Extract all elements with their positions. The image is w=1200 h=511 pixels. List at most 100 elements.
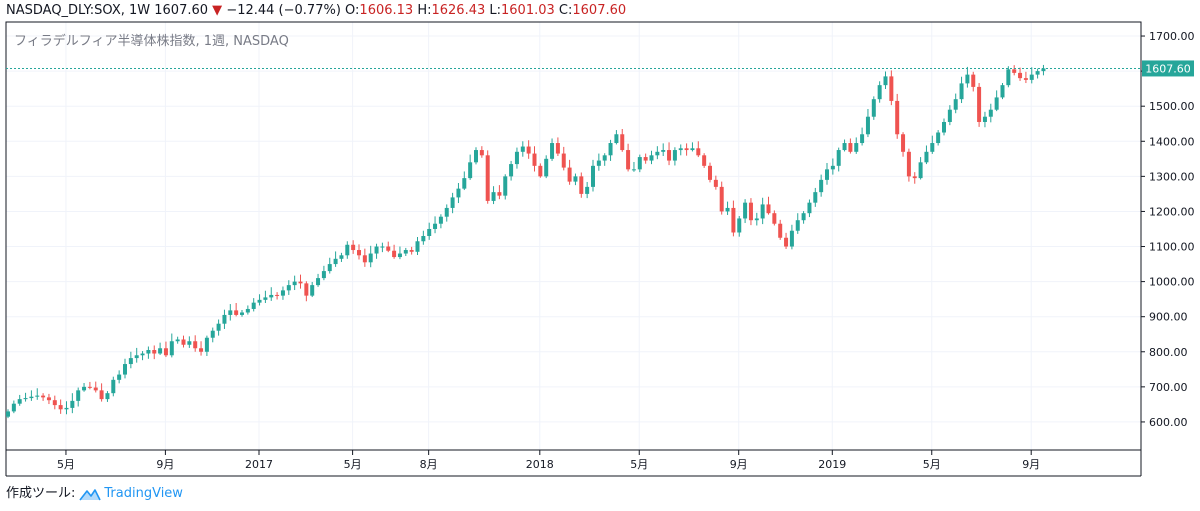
candle-body bbox=[965, 74, 970, 84]
candle-body bbox=[725, 207, 730, 212]
candle-body bbox=[795, 220, 800, 231]
candle-body bbox=[409, 250, 414, 252]
candle-body bbox=[719, 186, 724, 212]
plot-area-frame bbox=[5, 21, 1142, 451]
chart-title: フィラデルフィア半導体株指数, 1週, NASDAQ bbox=[14, 33, 289, 49]
candle-body bbox=[655, 151, 660, 156]
candle-body bbox=[637, 157, 642, 170]
tradingview-icon bbox=[79, 489, 102, 501]
candle-body bbox=[82, 386, 87, 391]
y-tick-label: 1000.00 bbox=[1149, 276, 1195, 289]
candle-body bbox=[169, 341, 174, 356]
candle-body bbox=[128, 358, 133, 365]
y-tick-label: 1200.00 bbox=[1149, 205, 1195, 218]
candle-body bbox=[924, 151, 929, 163]
candle-body bbox=[497, 192, 502, 196]
candle-body bbox=[842, 143, 847, 151]
high-value: 1626.43 bbox=[431, 3, 486, 18]
candle-body bbox=[550, 143, 555, 159]
candle-body bbox=[11, 403, 16, 412]
y-tick-label: 1400.00 bbox=[1149, 135, 1195, 148]
candle-body bbox=[1006, 69, 1011, 86]
candle-body bbox=[6, 411, 10, 417]
candles-layer bbox=[6, 64, 1046, 419]
candle-body bbox=[35, 395, 40, 397]
candle-body bbox=[877, 85, 882, 100]
candle-body bbox=[52, 400, 57, 406]
candle-body bbox=[503, 176, 508, 196]
candle-body bbox=[766, 204, 771, 214]
candle-body bbox=[825, 169, 829, 180]
candle-body bbox=[339, 255, 344, 259]
candle-body bbox=[1041, 68, 1046, 72]
candle-body bbox=[380, 246, 385, 248]
candle-body bbox=[210, 330, 215, 338]
candle-body bbox=[807, 202, 812, 214]
candle-body bbox=[836, 150, 841, 166]
symbol-name[interactable]: NASDAQ_DLY:SOX, 1W bbox=[6, 3, 151, 18]
candle-body bbox=[333, 258, 338, 265]
candle-body bbox=[918, 162, 923, 179]
candle-body bbox=[977, 86, 982, 122]
candle-body bbox=[947, 109, 952, 122]
candle-body bbox=[561, 153, 566, 168]
candle-body bbox=[994, 97, 999, 110]
candle-body bbox=[538, 165, 543, 177]
candle-body bbox=[684, 148, 689, 151]
candle-body bbox=[275, 294, 280, 296]
candle-body bbox=[614, 134, 619, 144]
candle-body bbox=[959, 83, 964, 100]
candle-body bbox=[608, 143, 613, 156]
time-axis[interactable]: 5月 9月 2017 5月 8月 2018 5月 9月 2019 5月 9月 bbox=[57, 450, 1040, 471]
x-tick-label: 5月 bbox=[630, 458, 648, 471]
candle-body bbox=[316, 278, 321, 286]
candle-body bbox=[988, 109, 993, 117]
candle-body bbox=[532, 153, 537, 166]
candle-body bbox=[971, 74, 976, 87]
candle-body bbox=[415, 241, 420, 252]
candle-body bbox=[304, 283, 309, 296]
candle-body bbox=[778, 223, 783, 238]
x-tick-label: 9月 bbox=[156, 458, 174, 471]
candle-body bbox=[883, 76, 888, 86]
candle-body bbox=[58, 405, 63, 410]
candle-body bbox=[596, 160, 601, 166]
candle-body bbox=[228, 310, 233, 315]
high-label: H: bbox=[417, 3, 432, 18]
candle-body bbox=[895, 100, 900, 135]
candle-body bbox=[544, 158, 549, 177]
candle-body bbox=[269, 294, 274, 298]
candle-body bbox=[579, 176, 584, 194]
candle-body bbox=[462, 178, 467, 189]
candle-body bbox=[514, 151, 519, 165]
candle-body bbox=[801, 213, 806, 221]
candle-body bbox=[263, 297, 268, 300]
candle-body bbox=[942, 121, 946, 133]
price-axis[interactable]: 600.00 700.00 800.00 900.00 1000.00 1100.00 12… bbox=[1141, 30, 1195, 429]
candle-body bbox=[257, 299, 262, 303]
tradingview-logo[interactable]: TradingView bbox=[79, 485, 183, 503]
x-tick-label: 5月 bbox=[923, 458, 941, 471]
candle-body bbox=[222, 314, 227, 324]
candle-body bbox=[403, 250, 408, 254]
y-tick-label: 1100.00 bbox=[1149, 241, 1195, 254]
candle-body bbox=[1018, 72, 1023, 79]
candle-body bbox=[204, 337, 209, 352]
candle-body bbox=[748, 202, 753, 221]
candle-body bbox=[140, 353, 145, 356]
candle-body bbox=[368, 253, 373, 263]
x-tick-label: 2018 bbox=[526, 458, 554, 471]
candle-body bbox=[789, 230, 794, 247]
down-arrow-icon: ▼ bbox=[212, 3, 223, 18]
candle-body bbox=[251, 302, 256, 309]
candle-body bbox=[134, 355, 139, 359]
candle-body bbox=[813, 192, 818, 203]
candle-body bbox=[175, 339, 180, 342]
candle-body bbox=[397, 253, 402, 258]
candle-body bbox=[526, 146, 531, 154]
y-tick-label: 800.00 bbox=[1149, 346, 1188, 359]
candle-body bbox=[193, 341, 198, 349]
tradingview-brand: TradingView bbox=[104, 486, 183, 501]
candle-body bbox=[444, 207, 449, 217]
